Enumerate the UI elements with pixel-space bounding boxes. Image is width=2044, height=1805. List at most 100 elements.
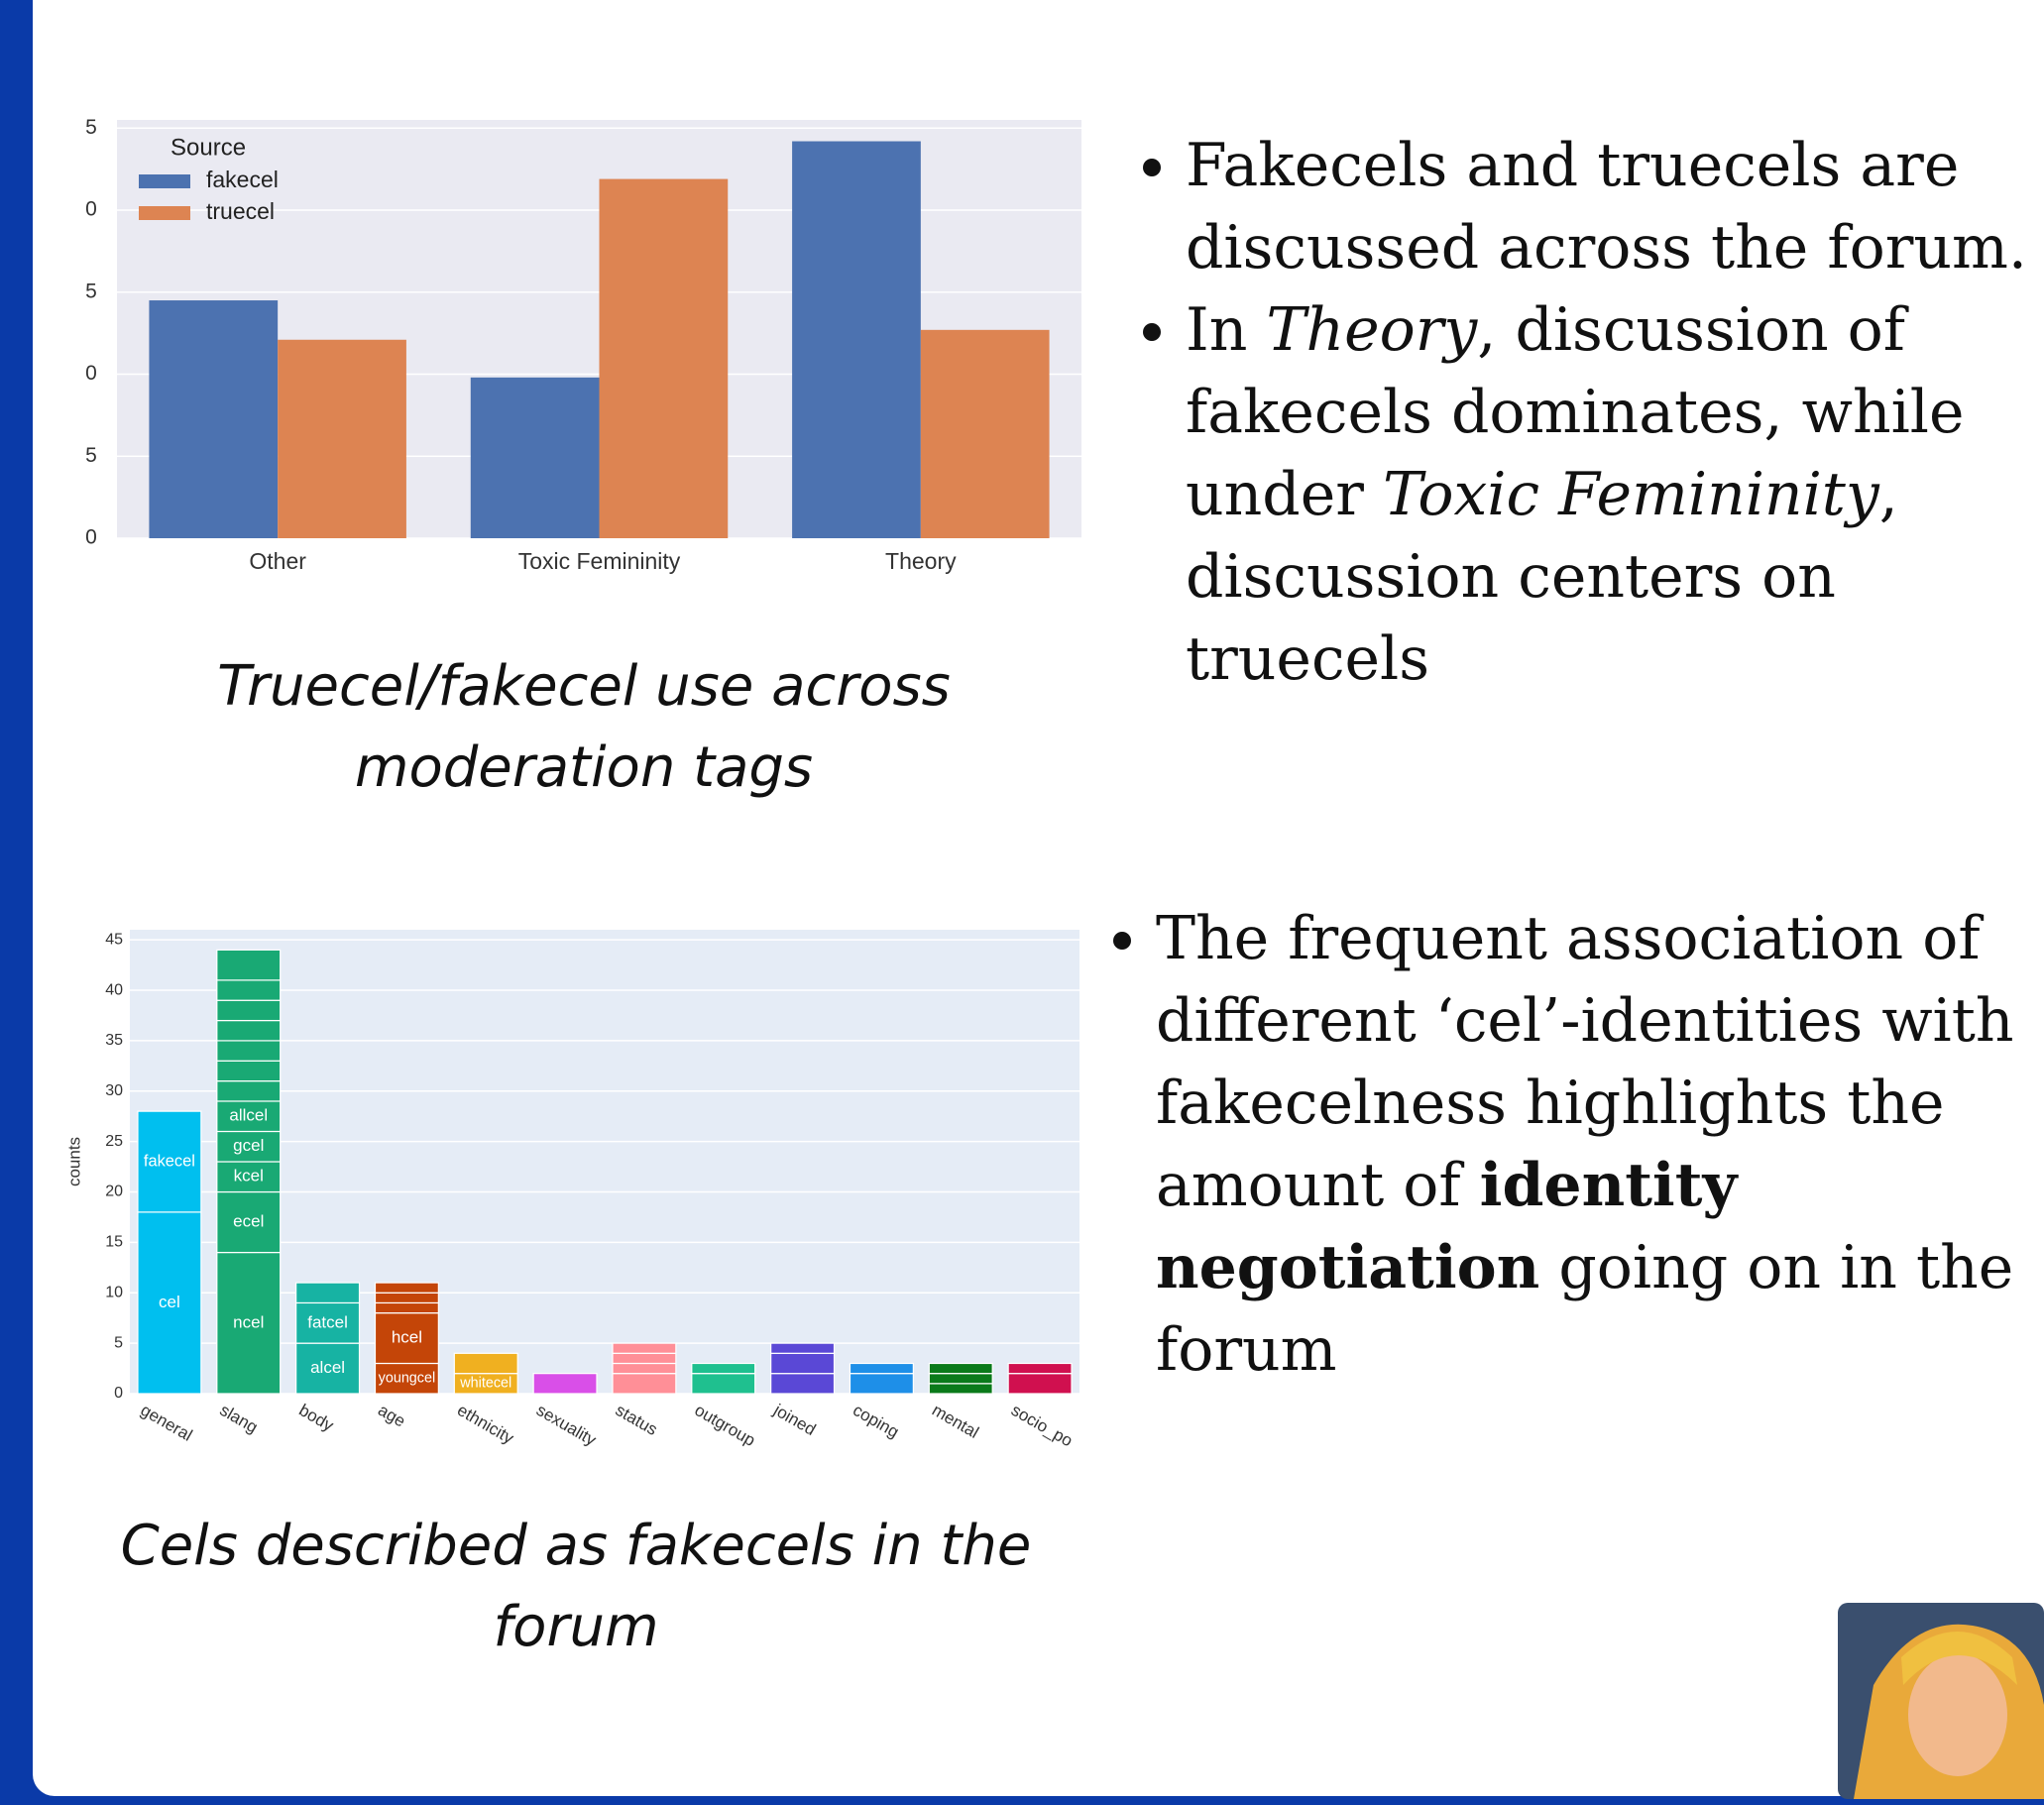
y-tick-label: 25 bbox=[105, 1133, 123, 1150]
bar-segment bbox=[216, 979, 282, 1001]
bar bbox=[599, 178, 729, 538]
bullet-text: , discussion of fakecels dominates, whil… bbox=[1186, 295, 1965, 529]
segment-label: fatcel bbox=[307, 1312, 348, 1331]
x-tick-label: outgroup bbox=[692, 1401, 759, 1450]
y-tick-label: 0 bbox=[85, 198, 97, 221]
segment-label: youngcel bbox=[379, 1371, 435, 1387]
x-tick-label: slang bbox=[217, 1401, 262, 1437]
plot-area bbox=[130, 930, 1079, 1394]
x-tick-label: Theory bbox=[885, 548, 957, 574]
legend-swatch bbox=[139, 206, 190, 220]
x-tick-label: sexuality bbox=[533, 1401, 600, 1450]
y-tick-label: 40 bbox=[105, 981, 123, 998]
y-tick-label: 0 bbox=[85, 526, 97, 549]
caption: Cels described as fakecels in the forum bbox=[120, 1514, 1032, 1659]
bar-segment bbox=[770, 1373, 836, 1395]
x-tick-label: Other bbox=[249, 548, 306, 574]
x-tick-label: Toxic Femininity bbox=[518, 548, 681, 574]
bullet-text: going on in the forum bbox=[1156, 1233, 2014, 1385]
bullet: The frequent association of different ‘c… bbox=[1156, 898, 2044, 1392]
x-tick-label: joined bbox=[769, 1400, 819, 1439]
bar-segment bbox=[1007, 1362, 1073, 1375]
y-tick-label: 15 bbox=[105, 1234, 123, 1251]
bullet-text: , discussion centers on truecels bbox=[1186, 460, 1898, 694]
bar bbox=[278, 339, 406, 538]
y-tick-label: 5 bbox=[85, 116, 97, 139]
y-tick-label: 10 bbox=[105, 1284, 123, 1300]
bullet-text: Fakecels and truecels are discussed acro… bbox=[1186, 131, 2027, 282]
segment-label: allcel bbox=[229, 1106, 268, 1125]
legend-title: Source bbox=[170, 134, 246, 161]
y-tick-label: 20 bbox=[105, 1184, 123, 1200]
bar-segment bbox=[374, 1312, 439, 1365]
bar-segment bbox=[612, 1342, 677, 1354]
bar-segment bbox=[612, 1373, 677, 1395]
x-tick-label: coping bbox=[850, 1401, 902, 1442]
photo bbox=[1838, 1603, 2044, 1799]
bar-segment bbox=[1007, 1373, 1073, 1395]
bar-segment bbox=[216, 1080, 282, 1102]
bar-segment bbox=[216, 1040, 282, 1062]
legend-swatch bbox=[139, 174, 190, 188]
segment-label: ecel bbox=[233, 1212, 264, 1231]
y-tick-label: 5 bbox=[114, 1334, 123, 1351]
segment-label: gcel bbox=[233, 1136, 264, 1155]
bar-segment bbox=[691, 1362, 756, 1375]
bar-segment bbox=[612, 1362, 677, 1375]
bar-segment bbox=[849, 1373, 914, 1395]
bullet-text: Theory bbox=[1266, 295, 1478, 365]
segment-label: alcel bbox=[310, 1358, 345, 1377]
bar-segment bbox=[137, 1211, 202, 1395]
x-tick-label: ethnicity bbox=[454, 1401, 517, 1448]
segment-label: ncel bbox=[233, 1312, 264, 1331]
bar-segment bbox=[295, 1282, 361, 1304]
y-tick-label: 0 bbox=[114, 1385, 123, 1402]
bar-segment bbox=[216, 999, 282, 1022]
bullet-list: The frequent association of different ‘c… bbox=[1102, 898, 2044, 1392]
segment-label: kcel bbox=[234, 1167, 264, 1185]
segment-label: whitecel bbox=[459, 1376, 511, 1392]
y-tick-label: 35 bbox=[105, 1032, 123, 1049]
bar-segment bbox=[137, 1110, 202, 1213]
bar-segment bbox=[928, 1362, 993, 1375]
x-tick-label: age bbox=[375, 1401, 408, 1431]
segment-label: hcel bbox=[392, 1328, 422, 1347]
bar-segment bbox=[770, 1342, 836, 1354]
bar-segment bbox=[216, 1019, 282, 1042]
y-axis-label: counts bbox=[64, 1137, 83, 1186]
bar bbox=[920, 329, 1050, 538]
bar-segment bbox=[374, 1362, 439, 1395]
bullet-text: In bbox=[1186, 295, 1267, 365]
bar-segment bbox=[532, 1373, 598, 1395]
y-tick-label: 5 bbox=[85, 280, 97, 302]
bar-segment bbox=[453, 1352, 518, 1375]
bullet-list: Fakecels and truecels are discussed acro… bbox=[1132, 125, 2044, 701]
y-tick-label: 45 bbox=[105, 931, 123, 948]
y-tick-label: 0 bbox=[85, 362, 97, 385]
segment-label: fakecel bbox=[144, 1152, 195, 1170]
bar-segment bbox=[928, 1383, 993, 1395]
bullet-text: identity negotiation bbox=[1156, 1151, 1738, 1302]
bar bbox=[792, 141, 921, 538]
bar-segment bbox=[216, 949, 282, 981]
x-tick-label: socio_po bbox=[1008, 1401, 1076, 1450]
x-tick-label: status bbox=[613, 1401, 661, 1439]
bar-segment bbox=[216, 1100, 282, 1133]
bar-segment bbox=[928, 1373, 993, 1385]
bullet-text: The frequent association of different ‘c… bbox=[1156, 904, 2014, 1220]
bullet-text: Toxic Femininity bbox=[1382, 460, 1879, 529]
bar-segment bbox=[612, 1352, 677, 1365]
segment-label: cel bbox=[159, 1293, 180, 1311]
bar-segment bbox=[216, 1251, 282, 1395]
bullet: Fakecels and truecels are discussed acro… bbox=[1186, 125, 2044, 289]
bullet: In Theory, discussion of fakecels domina… bbox=[1186, 289, 2044, 701]
bar-segment bbox=[216, 1130, 282, 1163]
bar-segment bbox=[374, 1292, 439, 1304]
bar-segment bbox=[374, 1301, 439, 1314]
legend-label: truecel bbox=[206, 198, 275, 224]
bar-segment bbox=[374, 1282, 439, 1294]
legend-label: fakecel bbox=[206, 167, 279, 192]
bar-segment bbox=[849, 1362, 914, 1375]
